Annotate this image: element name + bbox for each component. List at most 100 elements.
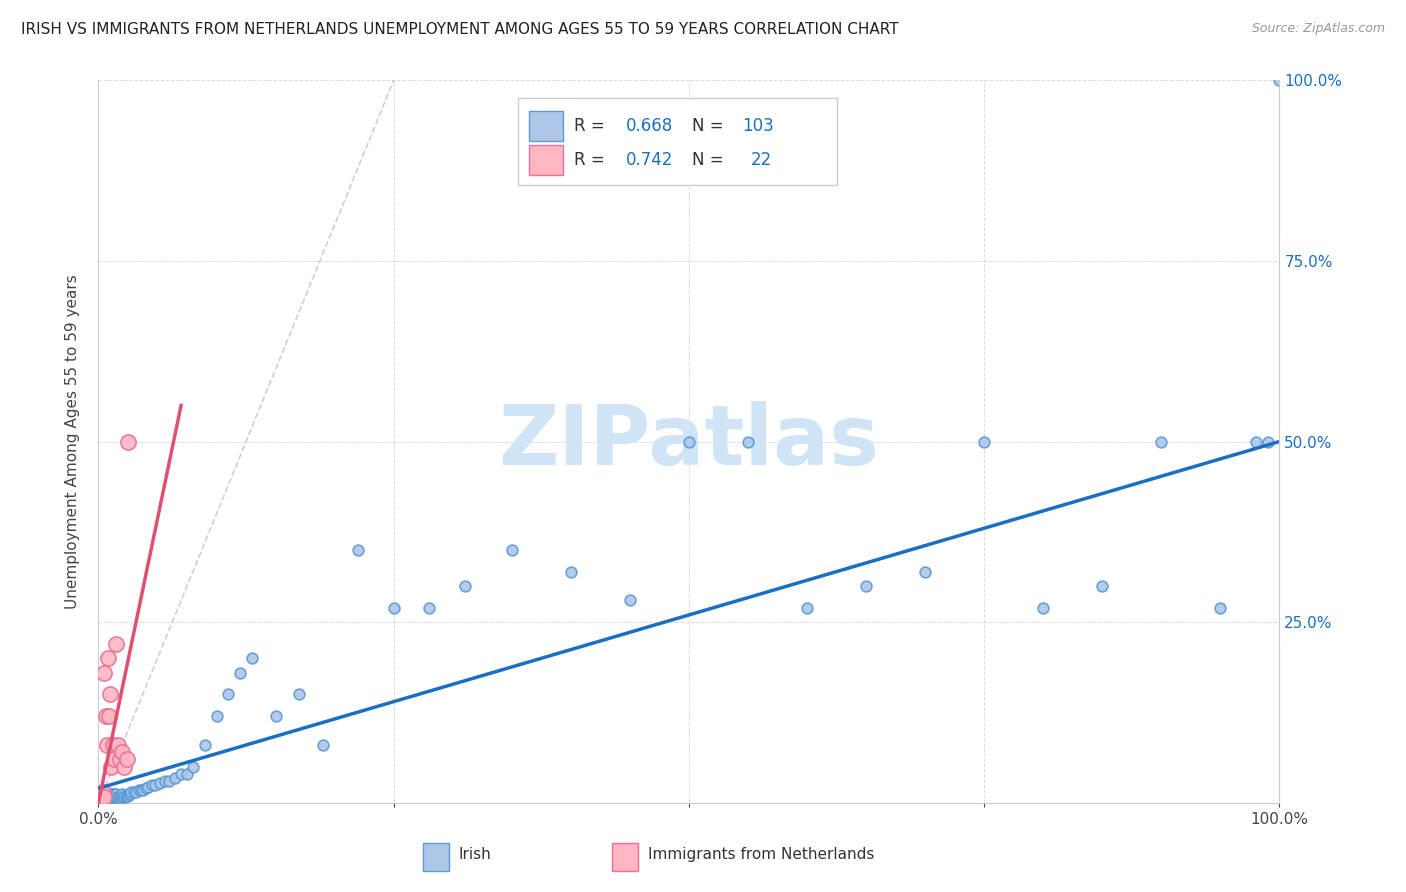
Point	[112, 789, 135, 803]
Point	[87, 792, 110, 806]
Point	[91, 787, 114, 801]
Point	[560, 565, 582, 579]
Point	[93, 790, 115, 805]
Point	[111, 790, 134, 805]
Point	[157, 774, 180, 789]
Point	[104, 790, 127, 805]
Point	[108, 790, 131, 805]
Point	[87, 792, 110, 806]
Point	[112, 790, 135, 805]
Text: Irish: Irish	[458, 847, 491, 863]
Point	[1209, 600, 1232, 615]
Text: R =: R =	[575, 117, 610, 135]
Point	[125, 785, 148, 799]
Text: R =: R =	[575, 151, 610, 169]
Point	[501, 542, 523, 557]
Point	[181, 760, 204, 774]
Point	[170, 767, 193, 781]
Point	[96, 787, 118, 801]
Point	[98, 790, 121, 805]
Point	[101, 738, 124, 752]
Point	[97, 787, 120, 801]
Point	[94, 792, 117, 806]
Point	[176, 767, 198, 781]
Point	[112, 760, 135, 774]
Y-axis label: Unemployment Among Ages 55 to 59 years: Unemployment Among Ages 55 to 59 years	[65, 274, 80, 609]
Point	[90, 789, 112, 803]
Point	[103, 790, 125, 805]
Point	[115, 789, 138, 803]
Point	[1150, 434, 1173, 449]
Point	[141, 778, 163, 792]
Point	[115, 752, 138, 766]
Point	[94, 709, 117, 723]
Point	[91, 792, 114, 806]
Point	[90, 792, 112, 806]
Point	[205, 709, 228, 723]
Point	[91, 790, 114, 805]
FancyBboxPatch shape	[530, 111, 562, 141]
Text: 0.742: 0.742	[626, 151, 673, 169]
Point	[108, 792, 131, 806]
Point	[153, 774, 176, 789]
Point	[98, 792, 121, 806]
Text: Immigrants from Netherlands: Immigrants from Netherlands	[648, 847, 875, 863]
Point	[98, 709, 121, 723]
Text: N =: N =	[693, 151, 730, 169]
Point	[382, 600, 405, 615]
Point	[136, 780, 159, 794]
Point	[678, 434, 700, 449]
Text: ZIPatlas: ZIPatlas	[499, 401, 879, 482]
Point	[1091, 579, 1114, 593]
FancyBboxPatch shape	[612, 843, 638, 871]
Point	[149, 775, 172, 789]
Point	[94, 787, 117, 801]
Point	[737, 434, 759, 449]
Point	[132, 782, 155, 797]
Point	[91, 789, 114, 803]
Point	[90, 792, 112, 806]
Point	[973, 434, 995, 449]
Point	[914, 565, 936, 579]
Point	[107, 738, 129, 752]
Point	[194, 738, 217, 752]
Point	[91, 787, 114, 801]
Point	[101, 790, 124, 805]
Point	[619, 593, 641, 607]
Point	[94, 790, 117, 805]
Point	[855, 579, 877, 593]
Point	[100, 787, 122, 801]
Point	[347, 542, 370, 557]
Point	[165, 771, 187, 785]
Point	[108, 752, 131, 766]
Point	[105, 792, 128, 806]
Point	[101, 792, 124, 806]
Point	[120, 787, 142, 801]
Point	[105, 790, 128, 805]
Text: Source: ZipAtlas.com: Source: ZipAtlas.com	[1251, 22, 1385, 36]
Point	[129, 782, 152, 797]
Point	[93, 787, 115, 801]
Point	[117, 789, 139, 803]
Text: N =: N =	[693, 117, 730, 135]
Text: 0.668: 0.668	[626, 117, 673, 135]
Point	[143, 778, 166, 792]
Point	[98, 687, 121, 701]
Point	[107, 792, 129, 806]
Point	[101, 787, 124, 801]
Point	[453, 579, 475, 593]
Point	[418, 600, 440, 615]
Point	[240, 651, 263, 665]
Point	[98, 790, 121, 805]
Point	[103, 792, 125, 806]
Point	[93, 792, 115, 806]
Point	[89, 789, 111, 803]
Point	[111, 787, 134, 801]
Point	[122, 785, 145, 799]
Point	[96, 792, 118, 806]
Text: IRISH VS IMMIGRANTS FROM NETHERLANDS UNEMPLOYMENT AMONG AGES 55 TO 59 YEARS CORR: IRISH VS IMMIGRANTS FROM NETHERLANDS UNE…	[21, 22, 898, 37]
Point	[121, 785, 143, 799]
Point	[98, 787, 121, 801]
Point	[107, 790, 129, 805]
Point	[118, 787, 141, 801]
